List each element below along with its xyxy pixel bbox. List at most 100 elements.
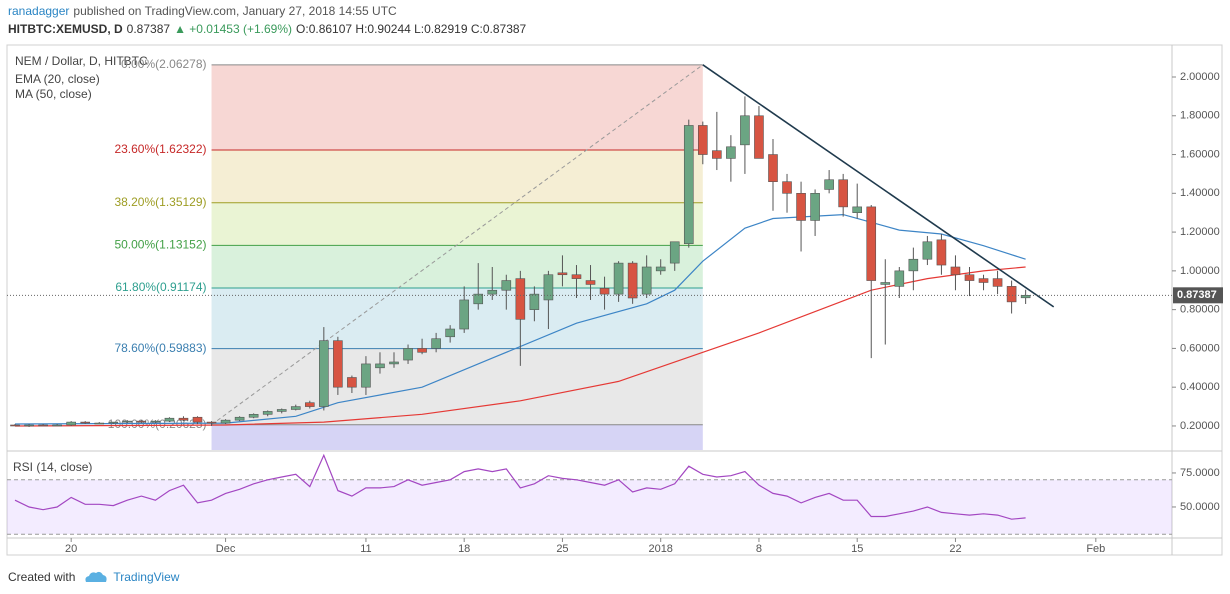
candle-body xyxy=(529,293,540,310)
candle-body xyxy=(361,363,371,388)
candle-body xyxy=(515,278,526,320)
legend-title: NEM / Dollar, D, HITBTC xyxy=(15,54,148,68)
y-tick-label: 75.0000 xyxy=(1180,467,1220,479)
candle-body xyxy=(347,377,357,388)
x-tick-label: 15 xyxy=(851,543,863,555)
candle-body xyxy=(894,270,905,287)
change: ▲ +0.01453 (+1.69%) xyxy=(174,22,293,36)
candle-body xyxy=(38,424,48,427)
candle-body xyxy=(754,115,764,159)
candle-body xyxy=(683,125,694,245)
rsi-line xyxy=(14,453,1026,520)
legend-entry: EMA (20, close) xyxy=(15,72,100,86)
rsi-title: RSI (14, close) xyxy=(13,460,92,474)
x-tick-label: 11 xyxy=(360,543,371,555)
y-tick-label: 1.60000 xyxy=(1180,148,1220,160)
fib-diagonal xyxy=(211,64,704,426)
last-price-box xyxy=(1173,287,1223,304)
legend-entry: MA (50, close) xyxy=(15,87,92,101)
fib-band xyxy=(211,64,703,151)
candle-body xyxy=(206,421,217,424)
fib-band xyxy=(211,287,703,349)
fib-label: 0.00%(2.06278) xyxy=(121,57,206,71)
last-price-label: 0.87387 xyxy=(1177,289,1217,301)
candle-body xyxy=(1006,286,1017,303)
logo xyxy=(85,571,107,582)
candle-body xyxy=(150,420,161,423)
candle-body xyxy=(417,348,427,353)
trendline xyxy=(702,64,1055,308)
candle-body xyxy=(557,272,568,276)
candle-body xyxy=(824,179,834,190)
x-tick-label: 8 xyxy=(756,543,762,555)
candle-body xyxy=(768,154,778,182)
y-tick-label: 0.80000 xyxy=(1180,304,1220,316)
candle-body xyxy=(796,193,806,221)
candle-body xyxy=(908,258,919,272)
candle-body xyxy=(964,274,975,281)
candle-body xyxy=(403,348,413,361)
price-pane: NEM / Dollar, D, HITBTC EMA (20, close)MA… xyxy=(7,54,1223,450)
candle-body xyxy=(10,424,20,427)
footer: Created with TradingView xyxy=(8,569,179,585)
candle-body xyxy=(487,289,498,295)
rsi-pane: RSI (14, close) 50.0000 75.0000 20 Dec 11 18 25… xyxy=(7,453,1220,555)
y-tick-label: 0.60000 xyxy=(1180,342,1220,354)
rsi-band xyxy=(7,479,1172,535)
x-tick-label: 2018 xyxy=(648,543,672,555)
candle-body xyxy=(950,266,961,276)
candle-body xyxy=(866,206,877,281)
candle-body xyxy=(94,422,105,425)
candle-body xyxy=(501,280,512,291)
candle-body xyxy=(992,278,1003,287)
candle-body xyxy=(473,293,484,305)
candle-body xyxy=(122,420,133,423)
candle-body xyxy=(599,288,610,295)
y-tick-label: 50.0000 xyxy=(1180,501,1220,513)
candle-body xyxy=(24,424,34,427)
y-tick-label: 0.40000 xyxy=(1180,381,1220,393)
candle-body xyxy=(936,239,947,266)
brand[interactable]: TradingView xyxy=(113,570,180,584)
x-tick-label: Dec xyxy=(216,543,236,555)
candle-body xyxy=(192,416,203,423)
candle-body xyxy=(290,406,301,410)
chart: NEM / Dollar, D, HITBTC EMA (20, close)MA… xyxy=(6,44,1223,556)
candle-body xyxy=(571,274,582,279)
candle-body xyxy=(431,338,441,349)
candle-body xyxy=(810,193,820,221)
y-tick-label: 1.80000 xyxy=(1180,110,1220,122)
candle-body xyxy=(319,340,329,407)
candle-body xyxy=(234,416,245,421)
candle-body xyxy=(782,181,792,194)
candle-body xyxy=(669,241,680,264)
candle-body xyxy=(80,421,91,424)
candle-body xyxy=(922,241,933,260)
fib-label: 38.20%(1.35129) xyxy=(114,195,206,209)
y-tick-label: 1.20000 xyxy=(1180,226,1220,238)
candle-body xyxy=(978,278,989,283)
x-tick-label: 18 xyxy=(458,543,470,555)
candle-body xyxy=(543,274,554,301)
x-tick-label: Feb xyxy=(1086,543,1105,555)
candle-body xyxy=(276,409,287,412)
fib-band xyxy=(211,348,703,425)
candle-body xyxy=(445,328,455,338)
fib-label: 78.60%(0.59883) xyxy=(114,341,206,355)
candle-body xyxy=(641,266,652,295)
published: published on TradingView.com, January 27… xyxy=(73,4,397,18)
candle-body xyxy=(852,206,863,213)
candle-body xyxy=(698,125,708,155)
y-tick-label: 2.00000 xyxy=(1180,71,1220,83)
author[interactable]: ranadagger xyxy=(8,4,70,18)
y-tick-label: 1.40000 xyxy=(1180,187,1220,199)
candle-body xyxy=(1020,295,1031,299)
fib-label: 50.00%(1.13152) xyxy=(114,238,206,252)
candle-body xyxy=(712,150,722,159)
fib-band xyxy=(211,150,703,203)
candle-body xyxy=(66,421,76,426)
fib-band xyxy=(211,202,703,246)
fib-label: 61.80%(0.91174) xyxy=(115,280,206,294)
x-tick-label: 22 xyxy=(949,543,961,555)
candle-body xyxy=(262,411,273,415)
